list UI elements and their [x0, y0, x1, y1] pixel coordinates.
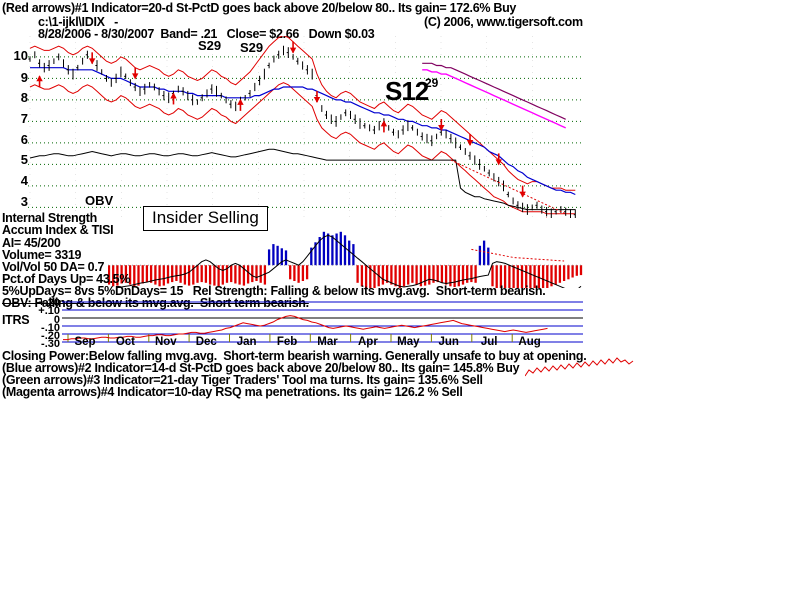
- stat-vol-ratio: Vol/Vol 50 DA= 0.7: [2, 260, 105, 274]
- price-y-label-8: 8: [20, 90, 28, 105]
- x-axis-month-jun: Jun: [438, 336, 459, 348]
- itrs-y-label-m10: -.10: [41, 322, 60, 334]
- x-axis-month-jan: Jan: [236, 336, 257, 348]
- stat-ai: AI= 45/200: [2, 236, 61, 250]
- header-copyright: (C) 2006, www.tigersoft.com: [424, 15, 583, 29]
- price-y-label-4: 4: [20, 173, 28, 188]
- price-chart-pane[interactable]: [28, 36, 583, 218]
- x-axis-month-dec: Dec: [195, 336, 217, 348]
- x-axis-month-aug: Aug: [518, 336, 541, 348]
- footer-closing-power: Closing Power:Below falling mvg.avg. Sho…: [2, 349, 587, 363]
- price-y-label-3: 3: [20, 194, 28, 209]
- annotation-obv-label: OBV: [85, 193, 114, 208]
- annotation-s12-superscript: 29: [425, 76, 439, 90]
- label-accum-index-tisi: Accum Index & TISI: [2, 223, 114, 237]
- itrs-y-label-m20: -.20: [41, 330, 60, 342]
- accum-index-pane[interactable]: [108, 228, 583, 288]
- x-axis-month-jul: Jul: [480, 336, 498, 348]
- itrs-y-label-m30: -.30: [41, 338, 60, 350]
- x-axis-month-apr: Apr: [358, 336, 378, 348]
- header-file-path: c:\1-ijkl\IDIX -: [38, 15, 119, 29]
- footer-indicator2: (Blue arrows)#2 Indicator=14-d St-PctD g…: [2, 361, 520, 375]
- closing-power-overlay: [525, 357, 634, 377]
- stat-volume: Volume= 3319: [2, 248, 82, 262]
- itrs-pane[interactable]: [62, 294, 583, 346]
- annotation-s29-second: S29: [240, 40, 264, 55]
- price-y-label-5: 5: [20, 152, 28, 167]
- label-internal-strength: Internal Strength: [2, 211, 97, 225]
- x-axis-month-oct: Oct: [115, 336, 135, 348]
- price-y-label-9: 9: [20, 70, 28, 85]
- footer-indicator3: (Green arrows)#3 Indicator=21-day Tiger …: [2, 373, 483, 387]
- annotation-s12: S12: [385, 76, 429, 106]
- x-axis-month-nov: Nov: [154, 336, 177, 348]
- price-y-label-6: 6: [20, 132, 28, 147]
- annotation-s29-first: S29: [198, 38, 222, 53]
- itrs-y-label-p10: +.10: [38, 305, 60, 317]
- header-date-range-line: 8/28/2006 - 8/30/2007 Band= .21 Close= $…: [38, 27, 375, 41]
- x-axis-month-may: May: [397, 336, 420, 348]
- stat-obv-status: OBV: Falling & below its mvg.avg. Short …: [2, 296, 309, 310]
- stat-updays-relstrength: 5%UpDays= 8vs 5%DnDays= 15 Rel Strength:…: [2, 284, 546, 298]
- price-y-label-7: 7: [20, 111, 28, 126]
- stat-pct-days-up: Pct.of Days Up= 43.5%: [2, 272, 131, 286]
- x-axis-month-mar: Mar: [317, 336, 338, 348]
- insider-selling-badge: Insider Selling: [143, 206, 268, 231]
- label-itrs: ITRS: [2, 313, 30, 327]
- header-indicator1-line: (Red arrows)#1 Indicator=20-d St-PctD go…: [2, 1, 517, 15]
- x-axis-month-sep: Sep: [74, 336, 96, 348]
- price-y-label-10: 10: [13, 48, 28, 63]
- itrs-y-label-p20: +.20: [38, 297, 60, 309]
- footer-indicator4: (Magenta arrows)#4 Indicator=10-day RSQ …: [2, 385, 463, 399]
- x-axis-month-feb: Feb: [276, 336, 298, 348]
- itrs-y-label-0: 0: [53, 314, 60, 326]
